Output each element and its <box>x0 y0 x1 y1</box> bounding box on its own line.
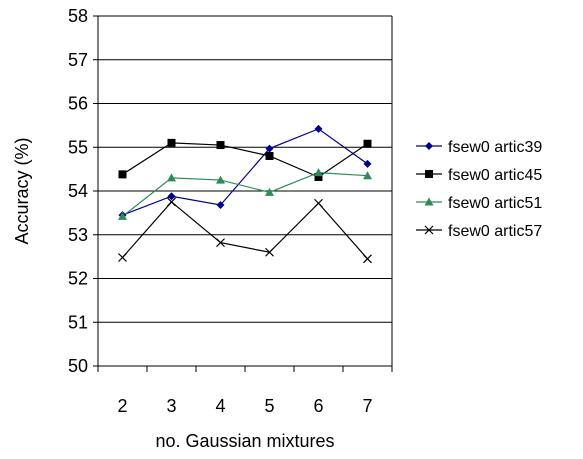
legend-label: fsew0 artic57 <box>448 223 542 240</box>
data-point <box>216 141 225 150</box>
y-tick-label: 55 <box>68 137 88 157</box>
series-lines <box>122 128 368 260</box>
x-tick-label: 5 <box>264 396 274 416</box>
y-tick-label: 50 <box>68 356 88 376</box>
x-tick-label: 3 <box>166 396 176 416</box>
data-point <box>118 211 127 220</box>
data-point <box>167 173 176 182</box>
data-point <box>167 138 176 147</box>
data-point <box>167 197 176 207</box>
y-tick-label: 51 <box>68 312 88 332</box>
y-tick-label: 56 <box>68 94 88 114</box>
data-point <box>265 187 274 196</box>
data-point <box>314 124 323 133</box>
x-tick-labels: 2 3 4 5 6 7 <box>117 396 372 416</box>
legend: fsew0 artic39 fsew0 artic45 fsew0 artic51 f… <box>416 139 542 240</box>
series-line <box>122 172 368 217</box>
y-tick-label: 57 <box>68 50 88 70</box>
legend-item: fsew0 artic51 <box>416 195 542 212</box>
legend-marker <box>425 142 433 150</box>
y-tick-label: 58 <box>68 6 88 26</box>
legend-marker <box>424 225 434 235</box>
legend-marker <box>424 197 434 206</box>
legend-label: fsew0 artic51 <box>448 195 542 212</box>
data-point <box>118 170 127 179</box>
axes <box>93 15 393 372</box>
x-tick-label: 7 <box>362 396 372 416</box>
data-point <box>216 175 225 184</box>
data-point <box>314 173 323 181</box>
data-point <box>314 168 323 177</box>
series-line <box>122 142 368 178</box>
x-axis-title: no. Gaussian mixtures <box>155 431 334 451</box>
legend-item: fsew0 artic45 <box>416 167 542 184</box>
legend-label: fsew0 artic45 <box>448 167 542 184</box>
data-point <box>265 144 274 153</box>
data-point <box>265 152 274 160</box>
x-tick-label: 6 <box>313 396 323 416</box>
data-point <box>216 201 225 209</box>
y-tick-label: 52 <box>68 269 88 289</box>
data-point <box>363 171 372 180</box>
series-line <box>122 128 368 216</box>
series-line <box>122 201 368 260</box>
y-axis-title: Accuracy (%) <box>12 137 32 244</box>
data-point <box>265 247 274 257</box>
y-tick-labels: 50 51 52 53 54 55 56 57 58 <box>68 6 88 376</box>
legend-marker <box>425 170 433 178</box>
x-tick-label: 2 <box>117 396 127 416</box>
data-point <box>216 238 225 248</box>
y-tick-label: 53 <box>68 225 88 245</box>
legend-label: fsew0 artic39 <box>448 139 542 156</box>
series-markers <box>118 124 372 264</box>
x-tick-label: 4 <box>215 396 225 416</box>
legend-item: fsew0 artic57 <box>416 223 542 240</box>
data-point <box>363 254 372 264</box>
legend-item: fsew0 artic39 <box>416 139 542 156</box>
data-point <box>314 198 323 208</box>
data-point <box>363 159 372 168</box>
gridlines <box>98 15 392 367</box>
data-point <box>363 139 372 148</box>
data-point <box>118 253 127 262</box>
y-tick-label: 54 <box>68 181 88 201</box>
data-point <box>167 192 176 201</box>
